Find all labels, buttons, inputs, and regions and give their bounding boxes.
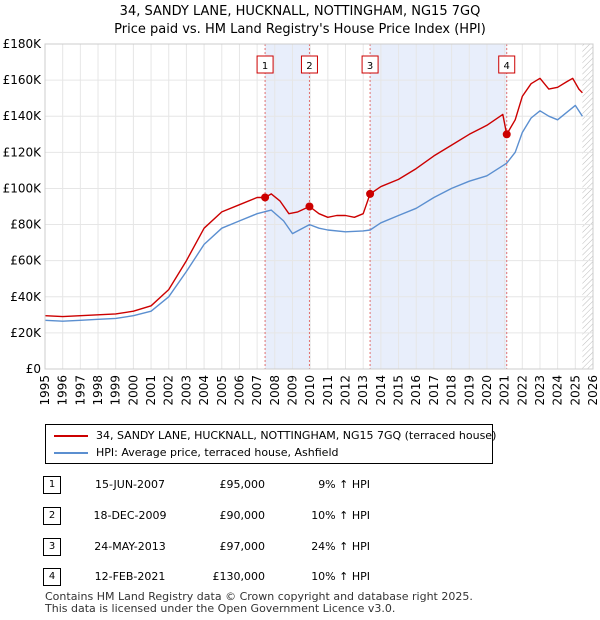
x-tick-label: 1999 — [109, 375, 123, 406]
y-tick-label: £60K — [10, 254, 42, 268]
y-tick-label: £80K — [10, 218, 42, 232]
transaction-badge: 4 — [43, 568, 61, 586]
x-tick-label: 2011 — [321, 375, 335, 406]
x-tick-label: 2009 — [285, 375, 299, 406]
transaction-point — [305, 202, 314, 211]
x-tick-label: 2018 — [445, 375, 459, 406]
transaction-price: £90,000 — [219, 509, 266, 522]
x-tick-label: 2016 — [409, 375, 423, 406]
legend-swatch-property — [54, 435, 88, 437]
x-tick-label: 2021 — [498, 375, 512, 406]
x-tick-label: 2014 — [374, 375, 388, 406]
transaction-hpi: 9% ↑ HPI — [318, 478, 370, 491]
transaction-row: 3 24-MAY-2013 £97,000 24% ↑ HPI — [0, 538, 600, 558]
chart-subtitle: Price paid vs. HM Land Registry's House … — [114, 22, 486, 37]
footer-copyright: Contains HM Land Registry data © Crown c… — [45, 590, 473, 603]
transaction-row: 2 18-DEC-2009 £90,000 10% ↑ HPI — [0, 507, 600, 527]
x-tick-label: 1998 — [91, 375, 105, 406]
transaction-point — [261, 193, 270, 202]
legend-swatch-hpi — [54, 452, 88, 454]
y-tick-label: £160K — [3, 73, 43, 87]
x-tick-label: 2012 — [339, 375, 353, 406]
x-tick-label: 2024 — [551, 375, 565, 406]
transaction-badge: 2 — [43, 507, 61, 525]
transaction-date: 12-FEB-2021 — [94, 570, 166, 583]
transaction-hpi: 10% ↑ HPI — [311, 509, 370, 522]
y-tick-label: £140K — [3, 109, 43, 123]
x-tick-label: 2017 — [427, 375, 441, 406]
x-tick-label: 2002 — [162, 375, 176, 406]
transaction-label-box — [361, 55, 379, 74]
transaction-point — [502, 130, 511, 139]
hatched-region — [582, 44, 593, 369]
x-tick-label: 2001 — [144, 375, 158, 406]
y-tick-label: £20K — [10, 326, 42, 340]
x-tick-label: 2004 — [197, 375, 211, 406]
x-tick-label: 2006 — [232, 375, 246, 406]
x-tick-label: 2007 — [250, 375, 264, 406]
series-line-property — [44, 77, 583, 318]
transaction-price: £95,000 — [219, 478, 266, 491]
transaction-label: 3 — [367, 61, 373, 72]
transaction-label: 1 — [262, 61, 268, 72]
x-tick-label: 2015 — [392, 375, 406, 406]
y-tick-label: £120K — [3, 145, 43, 159]
y-tick-label: £100K — [3, 181, 43, 195]
x-tick-label: 2025 — [568, 375, 582, 406]
y-tick-label: £180K — [3, 37, 43, 51]
transaction-price: £97,000 — [219, 540, 266, 553]
x-tick-label: 2000 — [126, 375, 140, 406]
transaction-point — [366, 189, 375, 198]
x-tick-label: 1996 — [56, 375, 70, 406]
transaction-badge: 1 — [43, 476, 61, 494]
legend: 34, SANDY LANE, HUCKNALL, NOTTINGHAM, NG… — [45, 424, 497, 464]
transaction-label-box — [498, 55, 516, 74]
x-tick-label: 2020 — [480, 375, 494, 406]
transaction-date: 24-MAY-2013 — [94, 540, 166, 553]
x-tick-label: 2026 — [586, 375, 600, 406]
plot-frame — [44, 43, 594, 370]
transaction-price: £130,000 — [212, 570, 266, 583]
x-tick-label: 2003 — [179, 375, 193, 406]
y-tick-label: £0 — [26, 362, 41, 376]
legend-label-hpi: HPI: Average price, terraced house, Ashf… — [96, 446, 339, 459]
legend-label-property: 34, SANDY LANE, HUCKNALL, NOTTINGHAM, NG… — [96, 429, 497, 442]
shaded-period — [370, 44, 507, 369]
transaction-row: 1 15-JUN-2007 £95,000 9% ↑ HPI — [0, 476, 600, 496]
transaction-label: 2 — [306, 61, 312, 72]
x-tick-label: 1997 — [73, 375, 87, 406]
transaction-row: 4 12-FEB-2021 £130,000 10% ↑ HPI — [0, 568, 600, 588]
transaction-date: 18-DEC-2009 — [93, 509, 167, 522]
x-tick-label: 2019 — [462, 375, 476, 406]
chart-title: 34, SANDY LANE, HUCKNALL, NOTTINGHAM, NG… — [119, 4, 481, 19]
price-chart: 1 2 3 4 £0 £20K £40K £60K £80K £100K £120K £140K £16… — [3, 37, 600, 406]
transaction-date: 15-JUN-2007 — [94, 478, 166, 491]
transaction-label: 4 — [504, 61, 510, 72]
transaction-badge: 3 — [43, 538, 61, 556]
plot-area — [45, 44, 593, 369]
x-tick-label: 2013 — [356, 375, 370, 406]
footer-licence: This data is licensed under the Open Gov… — [45, 602, 396, 615]
shaded-period — [265, 44, 310, 369]
transaction-label-box — [300, 55, 318, 74]
x-tick-label: 1995 — [38, 375, 52, 406]
transaction-hpi: 24% ↑ HPI — [311, 540, 370, 553]
x-tick-label: 2008 — [268, 375, 282, 406]
x-tick-label: 2010 — [303, 375, 317, 406]
series-line-hpi — [44, 104, 583, 322]
transaction-label-box — [256, 55, 274, 74]
x-tick-label: 2023 — [533, 375, 547, 406]
x-tick-label: 2022 — [515, 375, 529, 406]
x-tick-label: 2005 — [215, 375, 229, 406]
transaction-hpi: 10% ↑ HPI — [311, 570, 370, 583]
y-tick-label: £40K — [10, 290, 42, 304]
